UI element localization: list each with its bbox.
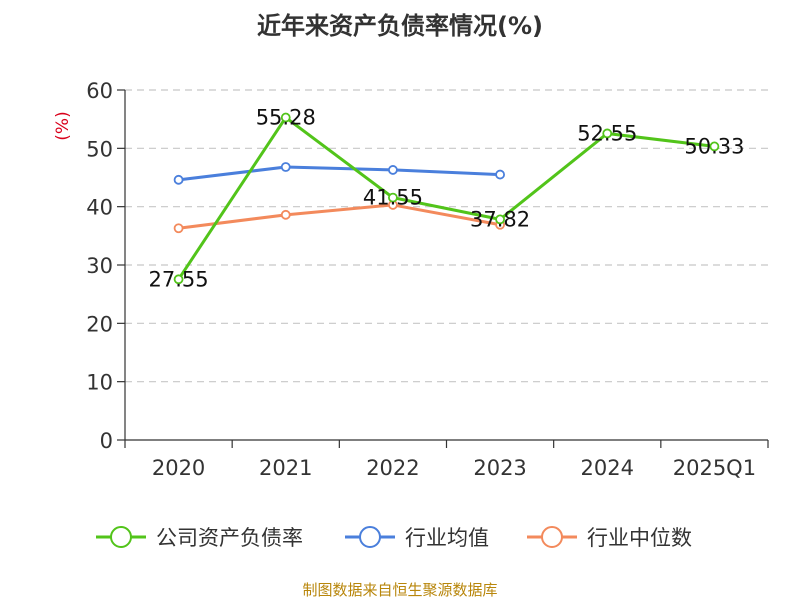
y-tick-label: 0 [100,429,113,453]
series-line [178,165,501,182]
source-note: 制图数据来自恒生聚源数据库 [302,581,498,599]
series-line [177,116,715,281]
data-point [280,162,291,172]
x-tick-label: 2021 [259,456,312,480]
legend-label: 公司资产负债率 [156,526,303,550]
data-point [280,112,291,123]
series-line [178,203,501,230]
data-label: 50.33 [684,134,744,158]
data-point [280,209,291,220]
data-point [602,128,613,139]
legend-marker [541,526,563,548]
x-tick-label: 2024 [581,456,634,480]
data-point [495,169,505,180]
data-point [173,174,184,185]
chart-title: 近年来资产负债率情况(%) [257,12,543,40]
legend-marker [110,526,132,548]
data-point [388,165,398,175]
y-tick-label: 50 [86,137,113,161]
x-tick-label: 2022 [366,456,419,480]
data-label: 37.82 [470,207,530,231]
data-label: 52.55 [577,121,637,145]
legend-marker [359,526,381,548]
y-tick-label: 60 [86,79,113,103]
data-point [709,141,720,152]
data-label: 41.55 [363,186,423,210]
x-tick-label: 2025Q1 [673,456,756,480]
legend-label: 行业均值 [405,526,489,550]
y-tick-label: 20 [86,312,113,336]
x-tick-label: 2023 [473,456,526,480]
data-point [173,274,184,285]
x-tick-label: 2020 [152,456,205,480]
data-point [388,192,398,203]
data-point [495,214,505,225]
data-label: 55.28 [256,106,316,130]
y-tick-label: 30 [86,254,113,278]
data-point [173,223,184,234]
data-label: 27.55 [149,267,209,291]
y-tick-label: 40 [86,196,113,220]
legend-label: 行业中位数 [587,526,692,550]
y-axis-label: (%) [53,111,73,140]
y-tick-label: 10 [86,371,113,395]
